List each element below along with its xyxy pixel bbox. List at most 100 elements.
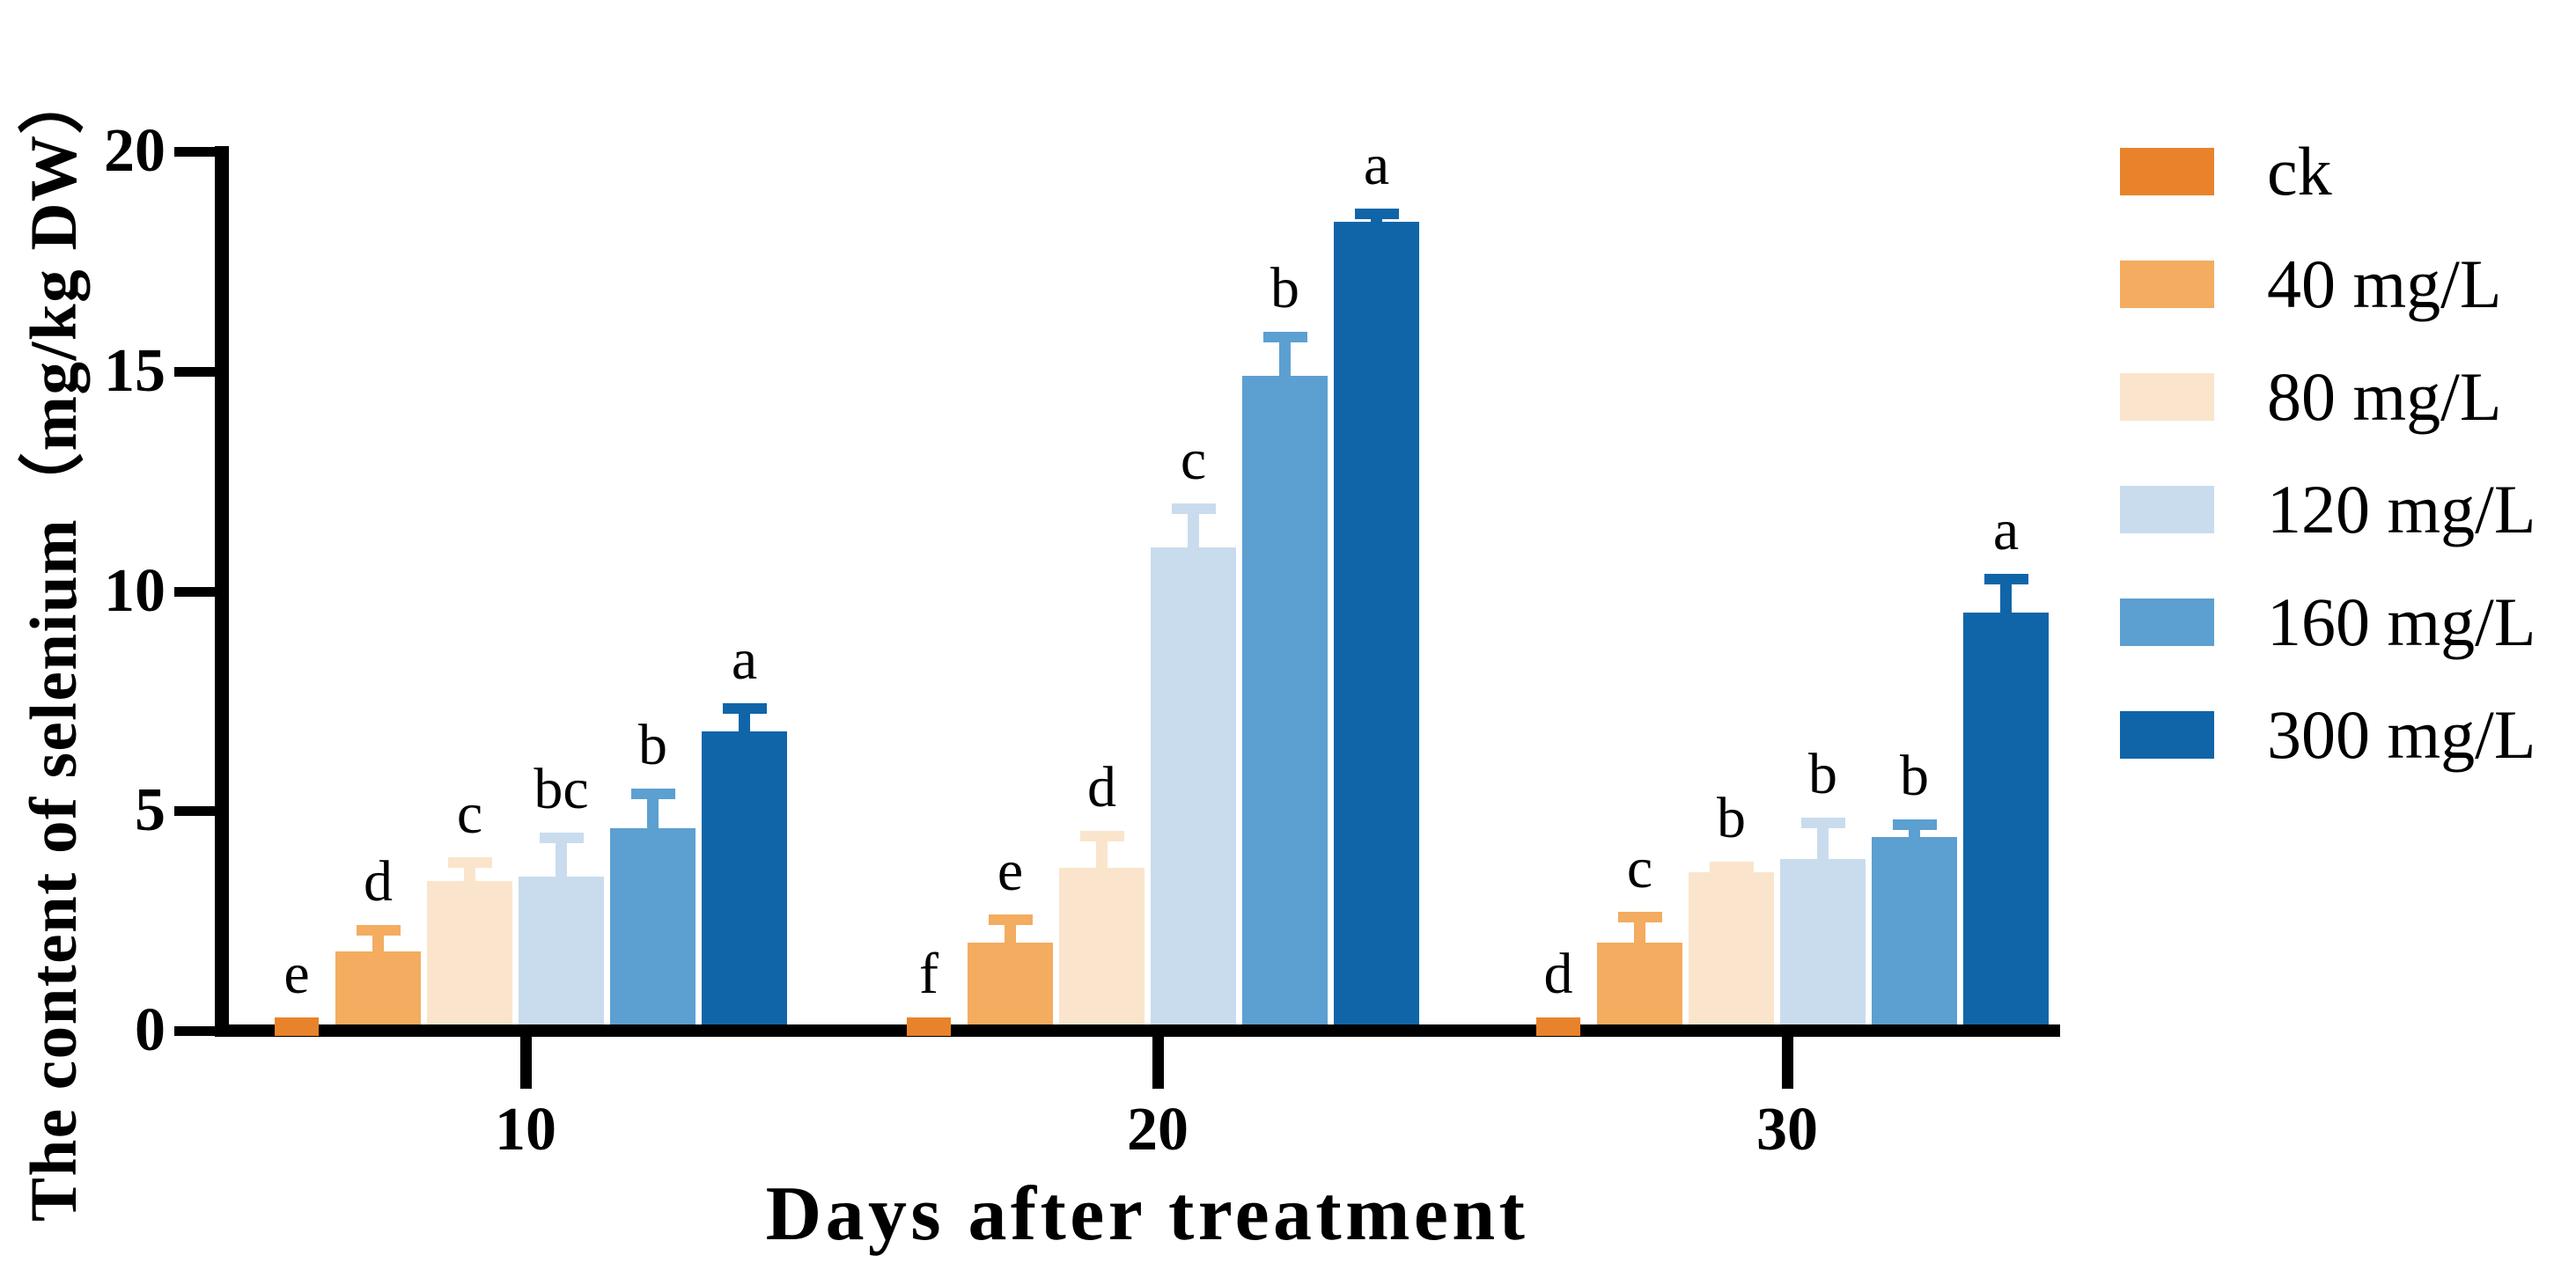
sig-letter: e [997, 838, 1024, 903]
error-bar-stem [464, 863, 475, 884]
legend-swatch [2120, 711, 2214, 759]
bar [1536, 1017, 1580, 1036]
y-tick-label: 5 [135, 776, 166, 845]
x-tick-label: 20 [1127, 1096, 1189, 1164]
y-tick [174, 586, 215, 597]
error-bar-stem [2000, 580, 2012, 615]
x-tick-label: 30 [1756, 1096, 1818, 1164]
error-bar-cap [1617, 912, 1662, 923]
sig-letter: b [1808, 741, 1837, 806]
bar [519, 877, 604, 1031]
y-tick-label: 0 [135, 996, 166, 1064]
bar [702, 731, 787, 1031]
error-bar-cap [988, 914, 1033, 925]
legend-label: 160 mg/L [2267, 584, 2536, 660]
bar [1872, 837, 1957, 1031]
y-tick-label: 20 [104, 117, 166, 185]
legend-item: 120 mg/L [2120, 474, 2576, 545]
error-bar-stem [1634, 919, 1645, 945]
x-tick [520, 1037, 532, 1089]
error-bar-cap [630, 789, 675, 800]
legend-label: 40 mg/L [2267, 246, 2502, 322]
legend-item: ck [2120, 136, 2576, 207]
bar [1963, 613, 2049, 1031]
legend-item: 80 mg/L [2120, 362, 2576, 432]
legend-swatch [2120, 598, 2214, 646]
error-bar-stem [372, 932, 384, 954]
error-bar-stem [1817, 824, 1829, 862]
y-tick [174, 1026, 215, 1036]
y-tick-label: 15 [104, 336, 166, 405]
x-axis-line [215, 1024, 2060, 1037]
error-bar-cap [1709, 861, 1754, 872]
sig-letter: a [1992, 497, 2020, 562]
y-axis-line [215, 146, 229, 1037]
sig-letter: f [919, 941, 938, 1006]
bar [1689, 872, 1774, 1031]
error-bar-stem [739, 709, 750, 734]
error-bar-stem [1005, 921, 1016, 945]
x-tick [1782, 1037, 1793, 1089]
error-bar-cap [1984, 573, 2028, 584]
bar [1597, 943, 1682, 1031]
bar [335, 951, 421, 1031]
y-tick [174, 147, 215, 157]
sig-letter: d [1087, 754, 1116, 819]
legend: ck 40 mg/L 80 mg/L 120 mg/L 160 mg/L 300 mg/L [2120, 136, 2576, 770]
error-bar-stem [1371, 215, 1382, 224]
error-bar-stem [647, 796, 659, 831]
error-bar-cap [447, 856, 492, 868]
legend-label: ck [2267, 133, 2332, 209]
error-bar-stem [1096, 837, 1108, 870]
error-bar-cap [1171, 503, 1216, 514]
y-tick [174, 366, 215, 377]
sig-letter: d [364, 849, 393, 914]
y-tick [174, 806, 215, 817]
legend-item: 300 mg/L [2120, 700, 2576, 770]
legend-swatch [2120, 486, 2214, 533]
legend-label: 300 mg/L [2267, 696, 2536, 773]
error-bar-cap [1892, 819, 1937, 831]
error-bar-cap [722, 702, 767, 714]
error-bar-cap [1262, 331, 1307, 342]
sig-letter: bc [534, 757, 589, 822]
error-bar-cap [1354, 208, 1399, 219]
bar [427, 881, 512, 1031]
bar [275, 1017, 319, 1036]
legend-swatch [2120, 373, 2214, 421]
sig-letter: b [638, 713, 667, 778]
legend-swatch [2120, 261, 2214, 308]
bar [1780, 859, 1866, 1031]
bar [610, 828, 696, 1031]
error-bar-stem [1279, 338, 1291, 378]
sig-letter: e [283, 941, 310, 1006]
x-axis-title: Days after treatment [765, 1171, 1529, 1257]
error-bar-cap [1079, 830, 1124, 841]
sig-letter: a [1363, 132, 1390, 197]
bar [1151, 547, 1236, 1031]
error-bar-cap [539, 833, 584, 844]
legend-item: 160 mg/L [2120, 587, 2576, 657]
legend-label: 80 mg/L [2267, 358, 2502, 435]
error-bar-stem [556, 840, 567, 879]
sig-letter: d [1543, 941, 1573, 1006]
sig-letter: c [1626, 836, 1653, 901]
bar [1334, 221, 1419, 1031]
legend-swatch [2120, 148, 2214, 195]
x-tick-label: 10 [495, 1096, 556, 1164]
sig-letter: b [1717, 785, 1746, 850]
y-tick-label: 10 [104, 556, 166, 625]
sig-letter: a [731, 627, 758, 692]
x-tick [1152, 1037, 1164, 1089]
legend-item: 40 mg/L [2120, 249, 2576, 319]
error-bar-cap [1800, 817, 1845, 828]
bar [907, 1017, 951, 1036]
bar [1242, 375, 1328, 1031]
error-bar-stem [1188, 510, 1199, 549]
sig-letter: c [1180, 427, 1207, 492]
legend-label: 120 mg/L [2267, 471, 2536, 547]
sig-letter: b [1900, 744, 1929, 809]
error-bar-cap [356, 925, 401, 936]
